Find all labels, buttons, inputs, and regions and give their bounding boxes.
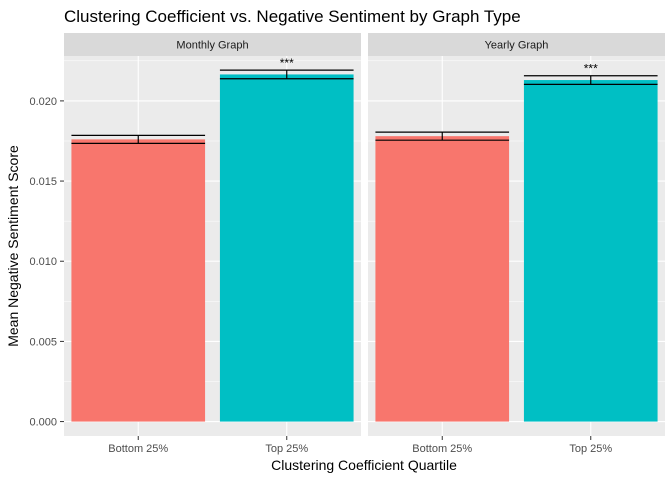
x-tick-label: Bottom 25% [412,443,472,455]
y-tick-label: 0.020 [29,96,57,108]
bar [375,136,510,422]
facet-panel: Monthly Graph Bottom 25% *** Top 25% [64,33,361,455]
y-tick-label: 0.015 [29,176,57,188]
facet-panel: Yearly Graph Bottom 25% *** Top 25% [368,33,665,455]
bar [219,74,354,422]
y-tick-label: 0.005 [29,336,57,348]
y-tick-label: 0.000 [29,417,57,429]
error-bar [523,75,658,85]
significance-label: *** [280,56,294,70]
error-bar [71,134,206,144]
x-tick-label: Top 25% [265,443,308,455]
chart-title: Clustering Coefficient vs. Negative Sent… [64,7,521,26]
bar [523,80,658,422]
facet-strip [368,33,665,56]
y-axis-title: Mean Negative Sentiment Score [5,145,21,347]
x-tick-label: Top 25% [569,443,612,455]
x-axis-title: Clustering Coefficient Quartile [271,457,457,473]
facet-strip-label: Monthly Graph [176,40,248,52]
x-tick-label: Bottom 25% [108,443,168,455]
significance-label: *** [584,62,598,76]
bar [71,139,206,422]
error-bar [375,131,510,141]
facet-strip-label: Yearly Graph [485,40,549,52]
y-axis: 0.000 0.005 0.010 0.015 0.020 [29,96,64,429]
facet-strip [64,33,361,56]
y-tick-label: 0.010 [29,256,57,268]
error-bar [219,69,354,80]
